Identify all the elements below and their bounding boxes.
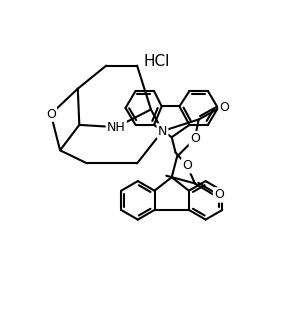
Text: O: O bbox=[182, 159, 192, 172]
Text: N: N bbox=[158, 125, 167, 137]
Text: O: O bbox=[220, 101, 229, 114]
Text: O: O bbox=[190, 132, 200, 145]
Text: O: O bbox=[46, 108, 56, 121]
Text: NH: NH bbox=[107, 121, 126, 134]
Text: HCl: HCl bbox=[143, 54, 170, 69]
Text: O: O bbox=[214, 188, 224, 202]
